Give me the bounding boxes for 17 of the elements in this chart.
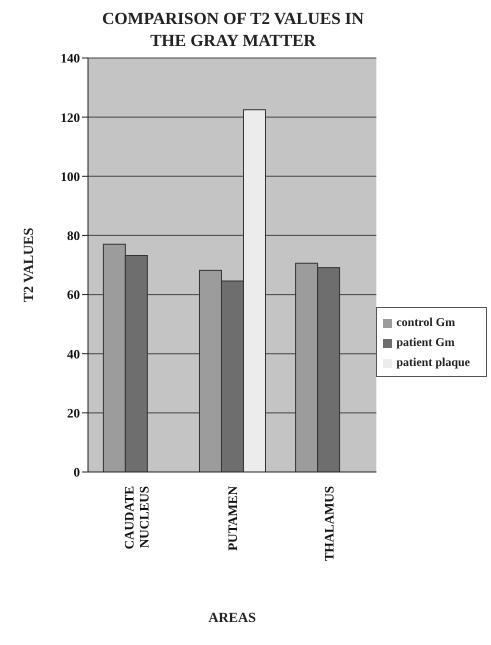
x-tick-label: THALAMUS [321,486,336,562]
y-tick-label: 120 [60,110,80,125]
y-tick-label: 40 [67,346,80,362]
x-tick-label: PUTAMEN [225,485,240,551]
x-tick-label: CAUDATE NUCLEUS [122,486,152,550]
y-tick-label: 0 [74,464,80,480]
x-axis-title: AREAS [208,611,256,626]
legend-label: patient Gm [396,335,455,349]
y-tick-label: 100 [60,168,80,184]
chart-title: COMPARISON OF T2 VALUES IN THE GRAY MATTER [101,8,365,52]
legend-label: control Gm [396,315,456,329]
y-tick-label: 140 [60,50,80,66]
legend-label: patient plaque [396,355,470,369]
y-tick-label: 80 [67,228,80,244]
y-axis-title: T2 VALUES [22,228,37,302]
y-tick-label: 60 [67,287,80,302]
y-tick-label: 20 [67,405,80,420]
